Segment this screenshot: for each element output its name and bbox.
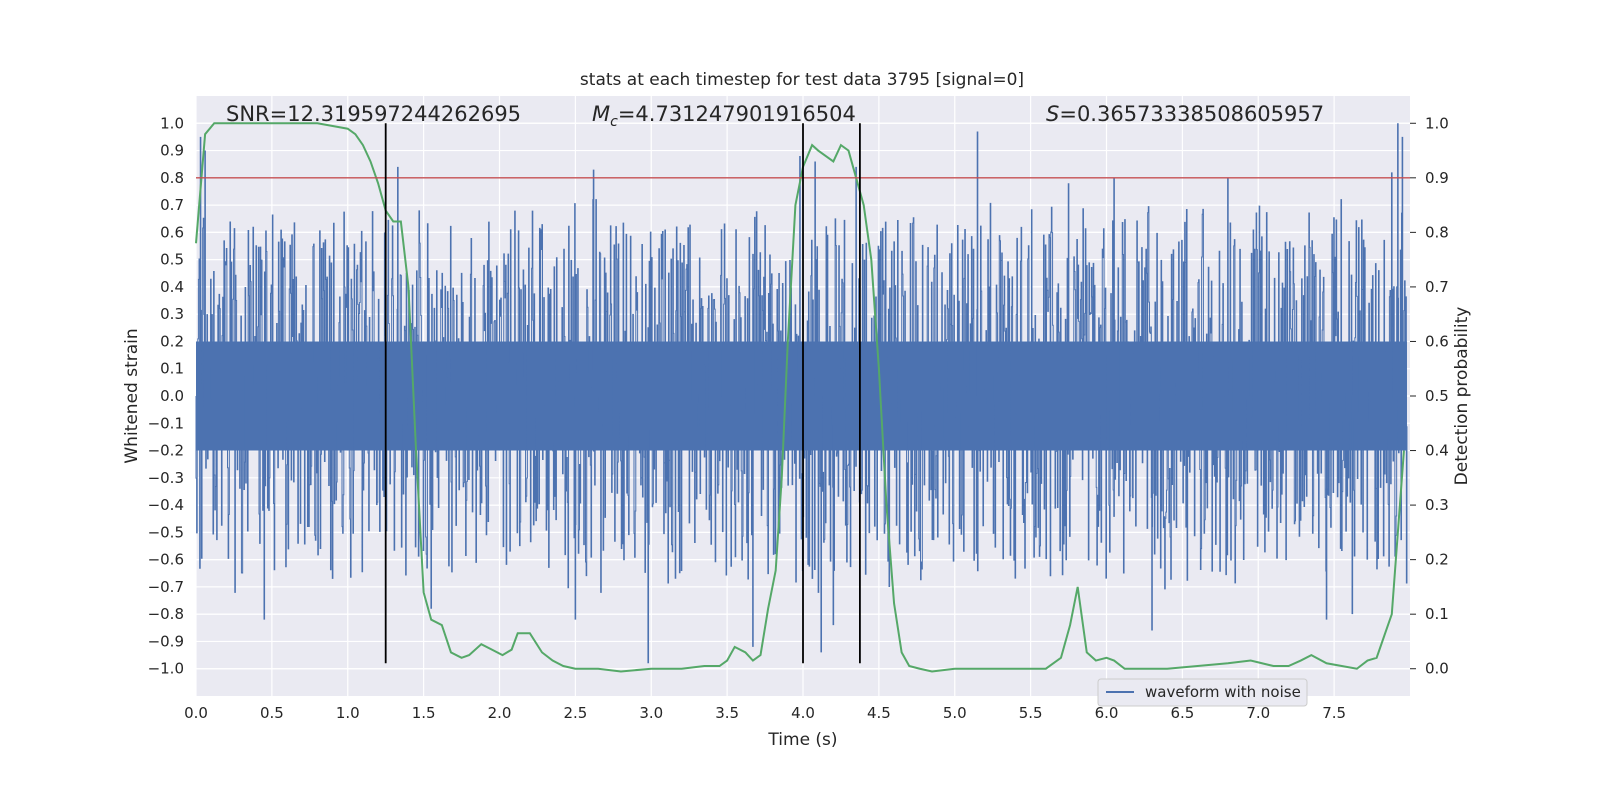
y-tick-label-2: −0.8 (148, 605, 184, 623)
y-tick-label-20: 1.0 (160, 114, 184, 132)
y-tick-label-9: −0.1 (148, 414, 184, 432)
y-tick-label-13: 0.3 (160, 305, 184, 323)
y2-tick-label-6: 0.6 (1425, 332, 1449, 350)
y2-tick-label-4: 0.4 (1425, 442, 1449, 460)
y-tick-label-14: 0.4 (160, 278, 184, 296)
overlay-lines (196, 123, 1410, 664)
y2-tick-label-1: 0.1 (1425, 605, 1449, 623)
y2-tick-label-2: 0.2 (1425, 551, 1449, 569)
y2-axis-ticks: 0.0 0.1 0.2 0.3 0.4 0.5 0.6 0.7 0.8 0.9 1.0 (1410, 114, 1449, 678)
y-tick-label-4: −0.6 (148, 551, 184, 569)
y-tick-label-11: 0.1 (160, 360, 184, 378)
mc-symbol: M (592, 102, 610, 126)
y-tick-label-6: −0.4 (148, 496, 184, 514)
x-tick-label-14: 7.0 (1246, 704, 1270, 722)
y2-tick-label-9: 0.9 (1425, 169, 1449, 187)
x-tick-label-1: 0.5 (260, 704, 284, 722)
legend-label: waveform with noise (1145, 683, 1301, 701)
y-tick-label-5: −0.5 (148, 523, 184, 541)
y-tick-label-19: 0.9 (160, 142, 184, 160)
x-tick-label-15: 7.5 (1322, 704, 1346, 722)
x-tick-label-0: 0.0 (184, 704, 208, 722)
x-tick-label-7: 3.5 (715, 704, 739, 722)
y-axis-label: Whitened strain (122, 328, 142, 463)
legend-box (1097, 678, 1308, 707)
y2-tick-label-0: 0.0 (1425, 660, 1449, 678)
chart-title: stats at each timestep for test data 379… (580, 70, 1024, 90)
x-tick-label-2: 1.0 (336, 704, 360, 722)
x-axis-ticks: 0.0 0.5 1.0 1.5 2.0 2.5 3.0 3.5 4.0 4.5 5.0 5.5 6.0 6… (184, 704, 1346, 722)
y2-tick-label-7: 0.7 (1425, 278, 1449, 296)
y-tick-label-15: 0.5 (160, 251, 184, 269)
x-axis-label: Time (s) (767, 730, 837, 750)
y-tick-label-17: 0.7 (160, 196, 184, 214)
y-tick-label-18: 0.8 (160, 169, 184, 187)
mc-value: =4.731247901916504 (618, 102, 856, 126)
probability-line (195, 122, 1405, 673)
legend: waveform with noise (1097, 678, 1308, 707)
s-symbol: S (1046, 102, 1059, 126)
x-tick-label-11: 5.5 (1019, 704, 1043, 722)
y-tick-label-10: 0.0 (160, 387, 184, 405)
x-tick-label-13: 6.5 (1170, 704, 1194, 722)
x-tick-label-12: 6.0 (1095, 704, 1119, 722)
y2-tick-label-3: 0.3 (1425, 496, 1449, 514)
s-value: =0.36573338508605957 (1059, 102, 1324, 126)
x-tick-label-4: 2.0 (488, 704, 512, 722)
y2-tick-label-10: 1.0 (1425, 114, 1449, 132)
x-tick-label-10: 5.0 (943, 704, 967, 722)
y-tick-label-3: −0.7 (148, 578, 184, 596)
y-tick-label-1: −0.9 (148, 632, 184, 650)
y-tick-label-7: −0.3 (148, 469, 184, 487)
waveform-series (195, 123, 1408, 664)
probability-series (195, 122, 1405, 673)
y2-axis-label: Detection probability (1452, 307, 1472, 486)
y2-tick-label-5: 0.5 (1425, 387, 1449, 405)
mc-annotation: Mc=4.731247901916504 (592, 102, 856, 130)
y-tick-label-0: −1.0 (148, 660, 184, 678)
mc-subscript: c (610, 114, 618, 130)
x-tick-label-9: 4.5 (867, 704, 891, 722)
y-tick-label-8: −0.2 (148, 442, 184, 460)
y-tick-label-12: 0.2 (160, 332, 184, 350)
y-axis-ticks: −1.0 −0.9 −0.8 −0.7 −0.6 −0.5 −0.4 −0.3 −0.2 −0.1… (148, 114, 184, 677)
x-tick-label-5: 2.5 (563, 704, 587, 722)
y2-tick-label-8: 0.8 (1425, 223, 1449, 241)
y-tick-label-16: 0.6 (160, 223, 184, 241)
x-tick-label-6: 3.0 (639, 704, 663, 722)
s-annotation: S=0.36573338508605957 (1046, 102, 1324, 126)
x-tick-label-3: 1.5 (412, 704, 436, 722)
snr-annotation: SNR=12.319597244262695 (226, 102, 521, 126)
x-tick-label-8: 4.0 (791, 704, 815, 722)
